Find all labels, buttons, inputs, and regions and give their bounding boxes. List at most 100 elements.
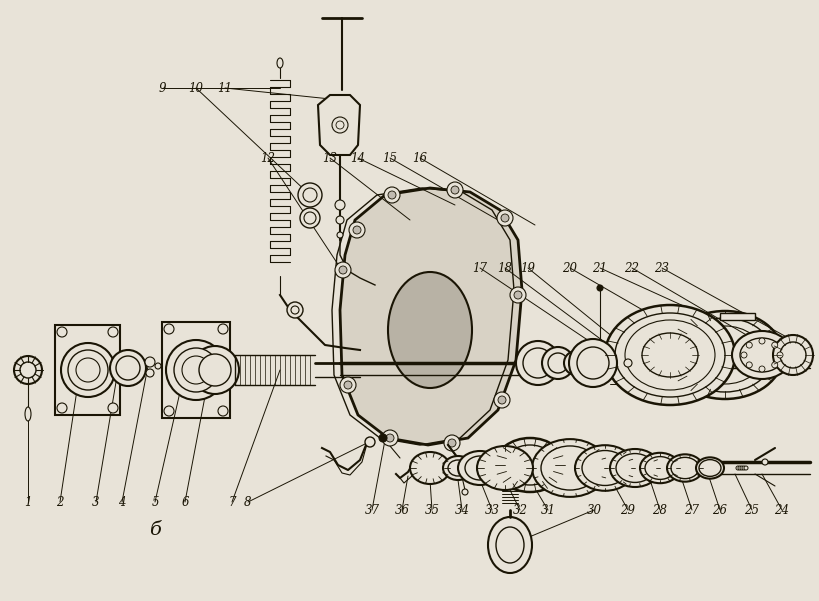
Text: 37: 37 xyxy=(364,504,379,516)
Ellipse shape xyxy=(670,457,698,478)
Ellipse shape xyxy=(386,434,393,442)
Ellipse shape xyxy=(145,357,155,367)
Ellipse shape xyxy=(182,356,210,384)
Ellipse shape xyxy=(25,407,31,421)
Ellipse shape xyxy=(332,117,347,133)
Text: 7: 7 xyxy=(228,495,236,508)
Ellipse shape xyxy=(297,183,322,207)
Ellipse shape xyxy=(495,438,564,492)
Ellipse shape xyxy=(291,306,299,314)
Ellipse shape xyxy=(532,439,607,497)
Ellipse shape xyxy=(76,358,100,382)
Ellipse shape xyxy=(446,182,463,198)
Text: 27: 27 xyxy=(684,504,699,516)
Polygon shape xyxy=(719,313,754,320)
Text: 35: 35 xyxy=(424,504,439,516)
Ellipse shape xyxy=(335,200,345,210)
Ellipse shape xyxy=(108,327,118,337)
Polygon shape xyxy=(340,188,522,445)
Ellipse shape xyxy=(745,342,751,348)
Ellipse shape xyxy=(287,302,303,318)
Ellipse shape xyxy=(497,396,505,404)
Ellipse shape xyxy=(165,340,226,400)
Ellipse shape xyxy=(779,342,805,368)
Ellipse shape xyxy=(174,348,218,392)
Ellipse shape xyxy=(541,446,598,490)
Text: 12: 12 xyxy=(260,151,275,165)
Ellipse shape xyxy=(410,452,450,484)
Ellipse shape xyxy=(739,338,783,372)
Ellipse shape xyxy=(577,347,609,379)
Polygon shape xyxy=(55,325,120,415)
Ellipse shape xyxy=(666,454,702,481)
Text: 1: 1 xyxy=(25,495,32,508)
Ellipse shape xyxy=(739,466,743,470)
Text: 23: 23 xyxy=(654,261,668,275)
Ellipse shape xyxy=(164,324,174,334)
Ellipse shape xyxy=(155,363,161,369)
Ellipse shape xyxy=(615,454,654,483)
Ellipse shape xyxy=(349,222,364,238)
Text: 20: 20 xyxy=(562,261,577,275)
Ellipse shape xyxy=(61,343,115,397)
Ellipse shape xyxy=(495,527,523,563)
Ellipse shape xyxy=(547,353,568,373)
Text: 33: 33 xyxy=(484,504,499,516)
Text: 19: 19 xyxy=(520,261,535,275)
Ellipse shape xyxy=(57,327,67,337)
Ellipse shape xyxy=(337,232,342,238)
Text: 30: 30 xyxy=(586,504,601,516)
Ellipse shape xyxy=(336,216,344,224)
Ellipse shape xyxy=(164,406,174,416)
Ellipse shape xyxy=(14,356,42,384)
Text: 29: 29 xyxy=(620,504,635,516)
Ellipse shape xyxy=(115,356,140,380)
Ellipse shape xyxy=(563,351,587,375)
Ellipse shape xyxy=(20,362,36,378)
Ellipse shape xyxy=(504,445,555,485)
Ellipse shape xyxy=(645,457,674,480)
Ellipse shape xyxy=(758,366,764,372)
Ellipse shape xyxy=(541,347,573,379)
Ellipse shape xyxy=(487,517,532,573)
Ellipse shape xyxy=(146,369,154,377)
Ellipse shape xyxy=(737,466,741,470)
Ellipse shape xyxy=(218,406,228,416)
Ellipse shape xyxy=(382,430,397,446)
Ellipse shape xyxy=(191,346,238,394)
Ellipse shape xyxy=(731,331,791,379)
Ellipse shape xyxy=(447,460,468,476)
Text: 26: 26 xyxy=(712,504,726,516)
Ellipse shape xyxy=(344,381,351,389)
Ellipse shape xyxy=(623,359,631,367)
Text: 17: 17 xyxy=(472,261,487,275)
Ellipse shape xyxy=(57,403,67,413)
Ellipse shape xyxy=(666,311,782,399)
Ellipse shape xyxy=(364,437,374,447)
Ellipse shape xyxy=(303,188,317,202)
Text: 21: 21 xyxy=(592,261,607,275)
Ellipse shape xyxy=(624,320,714,390)
Ellipse shape xyxy=(514,291,522,299)
Ellipse shape xyxy=(698,460,720,477)
Text: 14: 14 xyxy=(350,151,365,165)
Ellipse shape xyxy=(676,318,772,392)
Ellipse shape xyxy=(443,435,459,451)
Ellipse shape xyxy=(740,352,746,358)
Ellipse shape xyxy=(771,362,776,368)
Text: 10: 10 xyxy=(188,82,203,94)
Ellipse shape xyxy=(335,262,351,278)
Text: 31: 31 xyxy=(540,504,554,516)
Ellipse shape xyxy=(464,456,495,480)
Ellipse shape xyxy=(300,208,319,228)
Text: б: б xyxy=(149,521,161,539)
Ellipse shape xyxy=(614,313,724,397)
Ellipse shape xyxy=(387,191,396,199)
Text: 4: 4 xyxy=(118,495,125,508)
Ellipse shape xyxy=(383,187,400,203)
Ellipse shape xyxy=(745,362,751,368)
Ellipse shape xyxy=(761,459,767,465)
Text: 16: 16 xyxy=(412,151,427,165)
Ellipse shape xyxy=(500,214,509,222)
Text: 15: 15 xyxy=(382,151,397,165)
